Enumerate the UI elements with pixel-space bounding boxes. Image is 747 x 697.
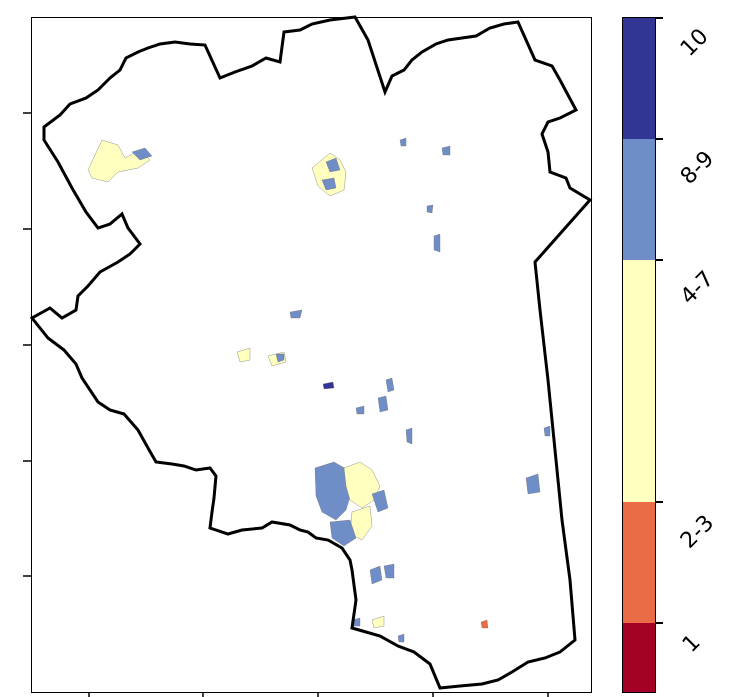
patch-8-9 [275,353,285,363]
patch-8-9 [369,565,383,585]
colorbar-segment-10 [623,18,655,139]
patch-8-9 [321,177,337,191]
patch-2-3 [480,619,489,629]
patch-8-9 [543,425,551,437]
patch-8-9 [355,405,365,415]
patch-8-9 [289,309,303,319]
patch-4-7 [371,615,385,629]
colorbar-segment-1 [623,623,655,692]
colorbar-tick [655,501,663,503]
colorbar-segment-8-9 [623,139,655,260]
patch-8-9 [377,395,389,413]
colorbar-segment-4-7 [623,260,655,502]
patch-8-9 [441,145,451,156]
patch-8-9 [131,147,153,161]
patch-8-9 [397,633,405,643]
colorbar [622,17,656,693]
study-area-boundary [29,15,593,690]
patch-8-9 [314,461,353,521]
colorbar-tick [655,138,663,140]
patch-8-9 [405,427,413,445]
patch-8-9 [325,157,341,173]
colorbar-segment-2-3 [623,502,655,623]
map-frame [31,17,592,693]
y-axis-ticks [23,112,31,577]
patch-8-9 [426,204,434,214]
patch-10 [322,381,335,390]
patch-8-9 [371,489,389,513]
x-axis-ticks [88,693,549,697]
patch-8-9 [385,377,395,393]
patch-8-9 [525,473,541,495]
patch-8-9 [329,519,357,547]
colorbar-tick [655,259,663,261]
patch-8-9 [399,137,407,147]
patch-8-9 [433,233,441,253]
patch-4-7 [236,347,251,363]
colorbar-tick [655,622,663,624]
patch-4-7 [87,139,151,183]
patch-8-9 [383,563,395,579]
colorbar-tick [655,17,663,19]
region-patches [87,137,551,643]
